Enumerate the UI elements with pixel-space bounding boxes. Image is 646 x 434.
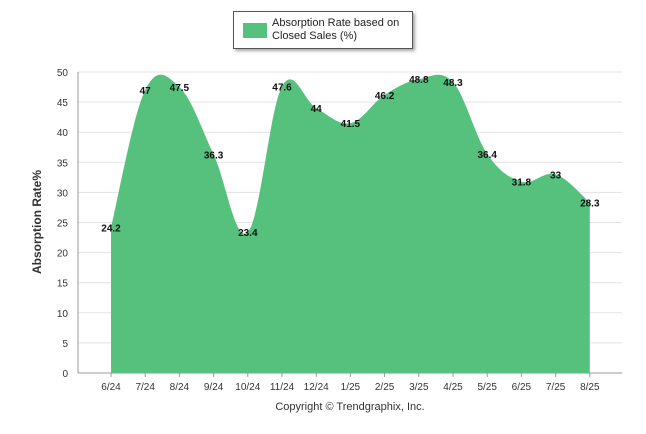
- data-label: 36.4: [477, 150, 497, 161]
- data-label: 33: [550, 170, 562, 181]
- data-label: 28.3: [580, 199, 600, 210]
- x-tick-label: 1/25: [341, 382, 361, 393]
- x-tick-label: 12/24: [304, 382, 329, 393]
- y-tick-label: 50: [57, 68, 69, 79]
- x-tick-label: 8/25: [580, 382, 600, 393]
- x-tick-label: 6/25: [512, 382, 532, 393]
- data-label: 47.6: [272, 82, 292, 93]
- y-tick-label: 30: [57, 188, 69, 199]
- x-tick-label: 6/24: [101, 382, 121, 393]
- y-tick-label: 15: [57, 279, 69, 290]
- x-tick-label: 7/24: [135, 382, 155, 393]
- x-tick-label: 3/25: [409, 382, 429, 393]
- y-tick-label: 35: [57, 158, 69, 169]
- area-series: [111, 74, 590, 373]
- data-label: 36.3: [204, 150, 224, 161]
- data-label: 48.8: [409, 75, 429, 86]
- data-label: 23.4: [238, 228, 258, 239]
- x-tick-label: 2/25: [375, 382, 395, 393]
- x-tick-label: 9/24: [204, 382, 224, 393]
- y-tick-label: 20: [57, 249, 69, 260]
- y-tick-label: 25: [57, 219, 69, 230]
- x-tick-label: 5/25: [477, 382, 497, 393]
- data-label: 47.5: [170, 83, 190, 94]
- y-tick-label: 40: [57, 128, 69, 139]
- data-label: 41.5: [341, 119, 361, 130]
- data-label: 46.2: [375, 91, 395, 102]
- y-tick-label: 10: [57, 309, 69, 320]
- legend-swatch: [243, 23, 267, 38]
- data-label: 24.2: [101, 223, 121, 234]
- x-tick-label: 7/25: [546, 382, 566, 393]
- x-tick-label: 4/25: [443, 382, 463, 393]
- data-label: 48.3: [443, 78, 463, 89]
- x-tick-label: 11/24: [270, 382, 295, 393]
- data-label: 31.8: [512, 178, 532, 189]
- legend: Absorption Rate based on Closed Sales (%…: [233, 11, 413, 49]
- y-tick-label: 0: [62, 369, 68, 380]
- legend-label: Absorption Rate based on Closed Sales (%…: [272, 17, 400, 42]
- data-label: 47: [140, 86, 152, 97]
- y-tick-label: 45: [57, 98, 69, 109]
- x-tick-label: 10/24: [235, 382, 260, 393]
- x-tick-label: 8/24: [170, 382, 190, 393]
- copyright-text: Copyright © Trendgraphix, Inc.: [275, 401, 425, 413]
- data-label: 44: [311, 104, 323, 115]
- y-tick-label: 5: [62, 339, 68, 350]
